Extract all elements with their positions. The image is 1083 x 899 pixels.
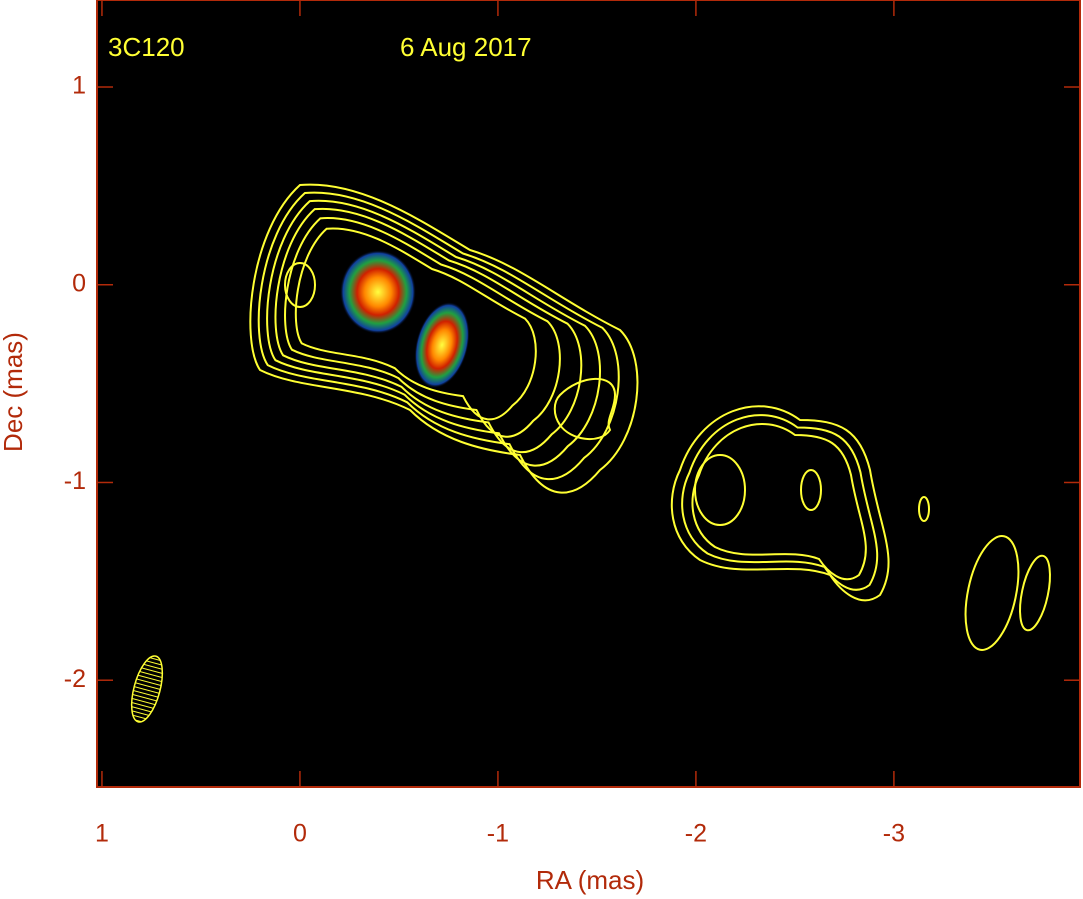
x-tick-label: 0	[293, 820, 307, 848]
contour	[919, 497, 929, 521]
x-tick-label: 1	[95, 820, 109, 848]
plot-area	[97, 0, 1080, 787]
contour	[296, 228, 536, 419]
plot-frame	[96, 0, 1081, 788]
contour	[285, 263, 315, 307]
y-tick-label: 0	[72, 269, 86, 297]
x-tick-label: -3	[883, 820, 905, 848]
contour	[267, 201, 600, 466]
core-intensity	[340, 250, 416, 334]
contour	[672, 406, 889, 600]
contour	[695, 455, 745, 525]
beam	[130, 655, 164, 723]
contour	[275, 209, 581, 452]
contour	[956, 531, 1027, 654]
contour	[1014, 553, 1055, 633]
contours	[250, 185, 1055, 655]
source-label: 3C120	[108, 32, 185, 62]
y-tick-label: 1	[72, 72, 86, 100]
contour	[692, 424, 865, 579]
contour	[682, 415, 877, 590]
x-tick-label: -2	[685, 820, 707, 848]
contour	[801, 470, 821, 510]
x-axis-label: RA (mas)	[536, 865, 644, 895]
contour	[250, 185, 637, 493]
x-tick-label: -1	[487, 820, 509, 848]
y-axis-label: Dec (mas)	[0, 332, 28, 452]
contour	[555, 379, 615, 439]
y-tick-label: -2	[64, 665, 86, 693]
contour	[285, 218, 560, 437]
y-tick-label: -1	[64, 467, 86, 495]
contour	[259, 193, 619, 479]
date-label: 6 Aug 2017	[400, 32, 532, 62]
knot-intensity	[414, 301, 470, 389]
